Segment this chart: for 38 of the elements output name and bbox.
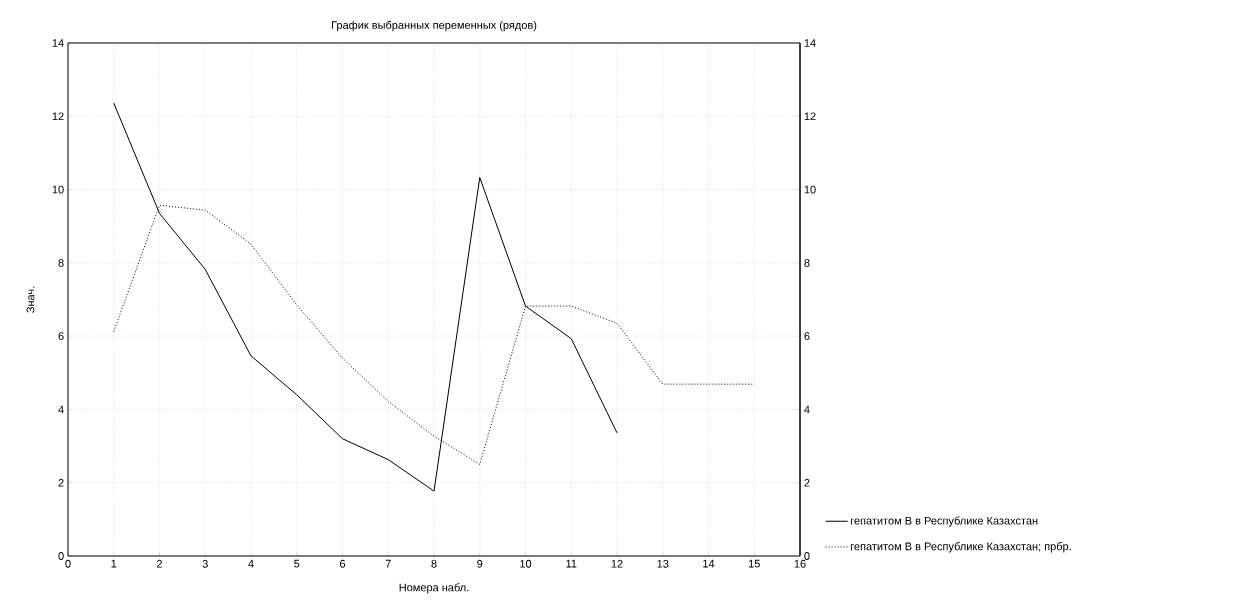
legend-label: гепатитом В в Республике Казахстан (850, 516, 1038, 527)
x-tick-label: 5 (294, 559, 300, 568)
y-tick-label: 6 (58, 332, 64, 341)
y-axis-title: Знач. (26, 286, 35, 313)
y2-tick-label: 10 (804, 185, 816, 194)
x-tick-label: 11 (566, 559, 577, 568)
y2-tick-label: 2 (804, 478, 810, 487)
y2-tick-label: 0 (804, 552, 810, 560)
x-tick-label: 14 (703, 559, 715, 568)
y2-tick-label: 14 (804, 39, 816, 47)
x-tick-label: 3 (202, 559, 208, 568)
x-tick-label: 1 (111, 559, 117, 568)
x-tick-label: 6 (340, 559, 346, 568)
x-tick-label: 16 (794, 559, 806, 568)
x-tick-label: 8 (431, 559, 437, 568)
y-tick-label: 2 (58, 478, 64, 487)
y-tick-label: 4 (58, 405, 64, 414)
x-tick-label: 0 (65, 559, 71, 568)
x-tick-label: 13 (657, 559, 669, 568)
x-tick-label: 9 (477, 559, 483, 568)
x-tick-label: 15 (748, 559, 760, 568)
y2-tick-label: 6 (804, 332, 810, 341)
x-axis-title: Номера набл. (399, 583, 469, 594)
y-tick-label: 14 (52, 39, 64, 47)
y-tick-label: 10 (52, 185, 64, 194)
x-tick-label: 10 (520, 559, 532, 568)
x-tick-label: 12 (611, 559, 623, 568)
chart-title: График выбранных переменных (рядов) (332, 20, 537, 32)
y2-tick-label: 4 (804, 405, 810, 414)
x-tick-label: 7 (385, 559, 391, 568)
y-tick-label: 8 (58, 258, 64, 267)
x-tick-label: 4 (248, 559, 254, 568)
y-tick-label: 12 (52, 112, 64, 121)
y2-tick-label: 8 (804, 258, 810, 267)
y-tick-label: 0 (58, 552, 64, 560)
y2-tick-label: 12 (804, 112, 816, 121)
x-tick-label: 2 (156, 559, 163, 568)
legend-label: гепатитом В в Республике Казахстан; прбр. (850, 542, 1071, 553)
